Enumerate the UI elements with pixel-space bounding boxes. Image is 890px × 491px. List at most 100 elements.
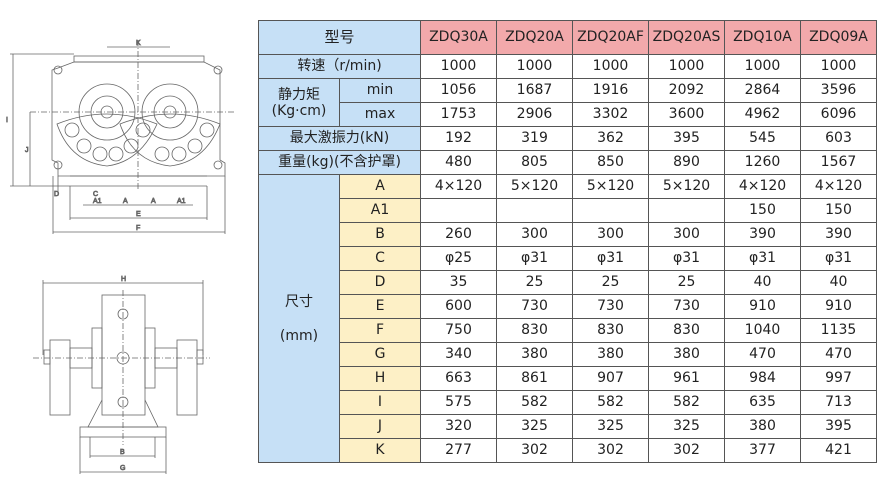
value-cell: 300	[496, 222, 573, 247]
spec-table: 型号 ZDQ30A ZDQ20A ZDQ20AF ZDQ20AS ZDQ10A …	[258, 20, 877, 463]
value-cell: 1000	[496, 54, 573, 79]
side-view-drawing: H B G	[33, 276, 210, 474]
model-header-cell: ZDQ20AS	[648, 20, 725, 55]
value-cell: 603	[800, 126, 877, 151]
dimension-name: C	[339, 246, 421, 271]
dimension-row: A1 150 150	[259, 198, 877, 223]
dimension-row: 尺寸 (mm) A 4×120 5×120 5×120 5×120 4×120 4×120	[258, 174, 877, 463]
value-cell: 395	[800, 414, 877, 439]
value-cell: 1753	[420, 102, 497, 127]
value-cell: 325	[496, 414, 573, 439]
value-cell: φ31	[496, 246, 573, 271]
dim-label-a: A	[123, 198, 128, 205]
value-cell: 2906	[496, 102, 573, 127]
value-cell: φ31	[572, 246, 649, 271]
value-cell: 750	[420, 318, 497, 343]
dimension-row: E 600 730 730 730 910 910	[259, 294, 877, 319]
value-cell: 997	[800, 366, 877, 391]
value-cell: 25	[572, 270, 649, 295]
row-sublabel: max	[339, 102, 421, 127]
value-cell: 25	[648, 270, 725, 295]
dim-label-a1: A1	[93, 198, 102, 205]
torque-label-text: 静力矩	[278, 86, 320, 103]
dim-label-a1: A1	[177, 198, 186, 205]
value-cell: 1000	[648, 54, 725, 79]
value-cell: 907	[572, 366, 649, 391]
value-cell: 582	[572, 390, 649, 415]
value-cell: 150	[800, 198, 877, 223]
value-cell: 1000	[724, 54, 801, 79]
dimension-row: B 260 300 300 300 390 390	[259, 222, 877, 247]
torque-unit: (Kg·cm)	[271, 102, 327, 119]
value-cell: 1056	[420, 78, 497, 103]
dim-label-b: B	[120, 449, 125, 456]
row-label: 最大激振力(kN)	[258, 126, 421, 151]
value-cell: 4×120	[420, 174, 497, 199]
dim-label-f: F	[136, 225, 140, 232]
dim-label-a: A	[151, 198, 156, 205]
value-cell: 730	[496, 294, 573, 319]
dimension-name: J	[339, 414, 421, 439]
value-cell: 4962	[724, 102, 801, 127]
technical-drawings: K I J D C A1 A A A1 E F H B G	[6, 40, 235, 474]
dim-label-j: J	[25, 147, 29, 154]
value-cell: 362	[572, 126, 649, 151]
value-cell: 300	[572, 222, 649, 247]
table-row: max 1753 2906 3302 3600 4962 6096	[259, 102, 877, 127]
table-header-row: 型号 ZDQ30A ZDQ20A ZDQ20AF ZDQ20AS ZDQ10A …	[258, 20, 877, 55]
value-cell: 1260	[724, 150, 801, 175]
value-cell: 325	[572, 414, 649, 439]
value-cell: 890	[648, 150, 725, 175]
dimension-name: G	[339, 342, 421, 367]
model-header-cell: ZDQ20A	[496, 20, 573, 55]
dim-label-i: I	[6, 117, 8, 124]
dimension-row: H 663 861 907 961 984 997	[259, 366, 877, 391]
value-cell: 320	[420, 414, 497, 439]
dimension-name: A	[339, 174, 421, 199]
value-cell: 40	[724, 270, 801, 295]
dimension-row: I 575 582 582 582 635 713	[259, 390, 877, 415]
dim-label-c: C	[93, 191, 98, 198]
value-cell: 805	[496, 150, 573, 175]
dimension-name: A1	[339, 198, 421, 223]
value-cell: 377	[724, 438, 801, 463]
value-cell: 40	[800, 270, 877, 295]
value-cell: 830	[496, 318, 573, 343]
value-cell: 277	[420, 438, 497, 463]
value-cell: 380	[496, 342, 573, 367]
model-header-cell: ZDQ30A	[420, 20, 497, 55]
value-cell: 582	[496, 390, 573, 415]
value-cell: 5×120	[572, 174, 649, 199]
dim-label-e: E	[136, 211, 141, 218]
value-cell	[648, 198, 725, 223]
value-cell: 4×120	[800, 174, 877, 199]
value-cell: 1135	[800, 318, 877, 343]
dimension-row: J 320 325 325 325 380 395	[259, 414, 877, 439]
value-cell: 830	[572, 318, 649, 343]
value-cell: 730	[648, 294, 725, 319]
value-cell: 910	[724, 294, 801, 319]
table-row: 最大激振力(kN) 192 319 362 395 545 603	[258, 126, 877, 151]
value-cell: 635	[724, 390, 801, 415]
value-cell: 1916	[572, 78, 649, 103]
model-header-cell: ZDQ09A	[800, 20, 877, 55]
value-cell: 300	[648, 222, 725, 247]
dimensions-label: 尺寸 (mm)	[258, 174, 340, 463]
dimension-name: F	[339, 318, 421, 343]
value-cell: 575	[420, 390, 497, 415]
value-cell: 582	[648, 390, 725, 415]
row-label: 重量(kg)(不含护罩)	[258, 150, 421, 175]
value-cell: 260	[420, 222, 497, 247]
value-cell: 395	[648, 126, 725, 151]
value-cell: 6096	[800, 102, 877, 127]
value-cell: 3302	[572, 102, 649, 127]
value-cell: 830	[648, 318, 725, 343]
value-cell: 4×120	[724, 174, 801, 199]
dimension-name: K	[339, 438, 421, 463]
value-cell: 5×120	[496, 174, 573, 199]
value-cell: 713	[800, 390, 877, 415]
value-cell: 3600	[648, 102, 725, 127]
value-cell: 390	[724, 222, 801, 247]
value-cell: 1000	[572, 54, 649, 79]
